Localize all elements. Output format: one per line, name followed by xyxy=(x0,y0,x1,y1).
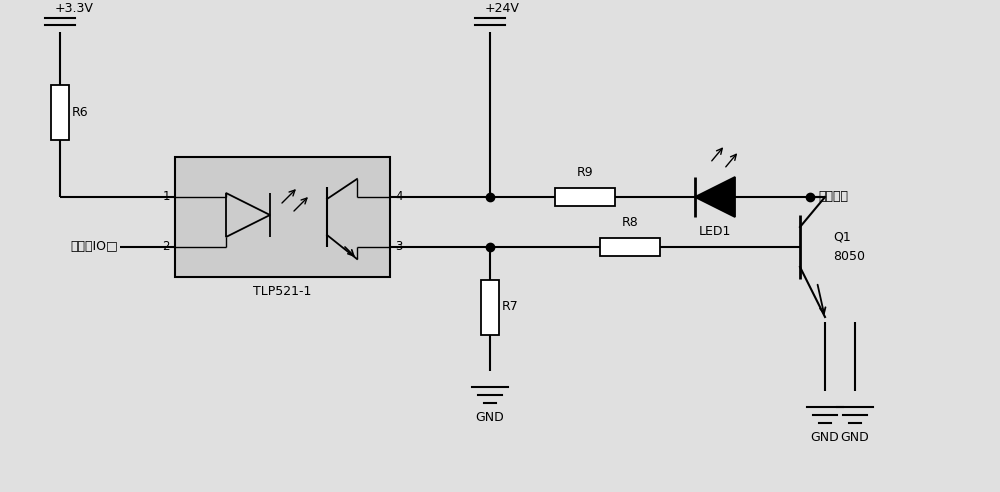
Text: R8: R8 xyxy=(622,216,638,229)
Text: LED1: LED1 xyxy=(699,225,731,238)
Text: 3: 3 xyxy=(395,241,402,253)
Text: +3.3V: +3.3V xyxy=(55,2,94,15)
Text: R7: R7 xyxy=(502,301,519,313)
Text: 2: 2 xyxy=(162,241,170,253)
Bar xyxy=(51,85,69,140)
Text: R9: R9 xyxy=(577,166,593,179)
Text: TLP521-1: TLP521-1 xyxy=(253,285,312,298)
Text: +24V: +24V xyxy=(485,2,520,15)
Text: 8050: 8050 xyxy=(833,250,865,264)
Bar xyxy=(555,188,615,206)
Text: 1: 1 xyxy=(162,190,170,204)
Text: Q1: Q1 xyxy=(833,230,851,244)
Text: 单片朼IO□: 单片朼IO□ xyxy=(70,241,118,253)
Bar xyxy=(600,238,660,256)
Polygon shape xyxy=(695,177,735,217)
Text: R6: R6 xyxy=(72,105,89,119)
Text: GND: GND xyxy=(476,411,504,424)
Text: GND: GND xyxy=(811,431,839,444)
Text: 输出信号: 输出信号 xyxy=(818,190,848,204)
Text: GND: GND xyxy=(841,431,869,444)
Bar xyxy=(175,157,390,277)
Text: 4: 4 xyxy=(395,190,402,204)
Bar xyxy=(481,279,499,335)
